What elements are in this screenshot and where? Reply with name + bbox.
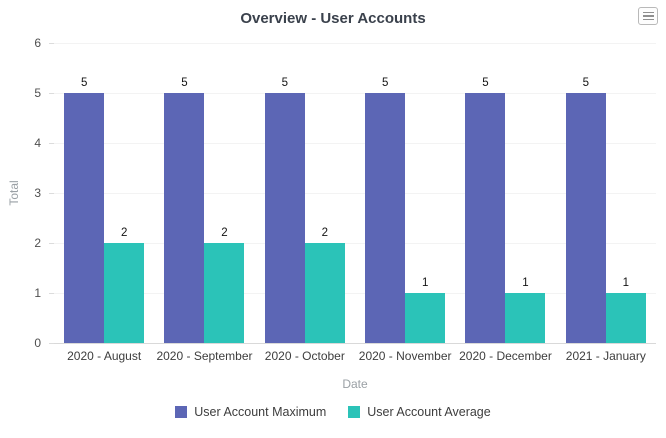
hamburger-menu-icon: [642, 11, 654, 14]
bar-user-account-maximum[interactable]: [164, 93, 205, 343]
bar-value-label: 5: [582, 76, 589, 89]
bar-column: 1: [405, 43, 446, 343]
bar-user-account-maximum[interactable]: [264, 93, 305, 343]
chart-menu-button[interactable]: [638, 7, 658, 25]
gridline: [54, 293, 656, 294]
y-axis: 0 1 2 3 4 5 6: [0, 37, 54, 349]
bar-value-label: 1: [522, 276, 529, 289]
y-tick-mark: [49, 93, 54, 94]
y-tick-label: 4: [34, 136, 41, 150]
x-axis-label: 2020 - October: [264, 349, 345, 363]
bar-column: 2: [204, 43, 245, 343]
x-axis-label: 2020 - September: [156, 349, 253, 363]
hamburger-menu-icon: [642, 18, 654, 21]
y-tick-mark: [49, 43, 54, 44]
bar-user-account-average[interactable]: [505, 293, 546, 343]
bar-value-label: 2: [120, 226, 128, 239]
x-axis-labels: 2020 - August 2020 - September 2020 - Octo…: [54, 349, 656, 363]
legend-item-user-account-average[interactable]: User Account Average: [348, 405, 491, 419]
x-axis-label: 2020 - November: [358, 349, 452, 363]
bar-value-label: 5: [482, 76, 489, 89]
y-tick-label: 1: [34, 286, 41, 300]
bar-column: 2: [304, 43, 345, 343]
bar-column: 5: [264, 43, 305, 343]
y-tick-mark: [49, 343, 54, 344]
bar-column: 5: [64, 43, 105, 343]
y-tick-mark: [49, 143, 54, 144]
y-tick-label: 5: [34, 86, 41, 100]
y-tick-mark: [49, 243, 54, 244]
bar-column: 2: [104, 43, 145, 343]
bar-user-account-average[interactable]: [405, 293, 446, 343]
y-tick-label: 3: [34, 186, 41, 200]
bar-user-account-average[interactable]: [304, 243, 345, 343]
bar-user-account-average[interactable]: [605, 293, 646, 343]
x-axis-label: 2020 - December: [459, 349, 552, 363]
legend-item-user-account-maximum[interactable]: User Account Maximum: [175, 405, 326, 419]
y-tick-mark: [49, 193, 54, 194]
y-tick-mark: [49, 293, 54, 294]
bar-column: 5: [164, 43, 205, 343]
gridline: [54, 93, 656, 94]
bar-user-account-maximum[interactable]: [465, 93, 506, 343]
y-tick-label: 6: [34, 36, 41, 50]
legend: User Account Maximum User Account Average: [0, 405, 666, 419]
bar-value-label: 2: [221, 226, 228, 239]
legend-swatch-icon: [348, 406, 361, 418]
y-tick-label: 0: [34, 336, 41, 350]
legend-label: User Account Maximum: [194, 405, 327, 419]
bar-user-account-maximum[interactable]: [565, 93, 606, 343]
gridline: [54, 243, 656, 244]
bar-column: 5: [465, 43, 506, 343]
bar-column: 1: [605, 43, 646, 343]
chart-title: Overview - User Accounts: [240, 10, 426, 27]
y-tick-label: 2: [34, 236, 41, 250]
bar-value-label: 5: [281, 76, 289, 89]
x-axis-label: 2021 - January: [565, 349, 646, 363]
bar-user-account-average[interactable]: [204, 243, 245, 343]
bar-user-account-maximum[interactable]: [365, 93, 406, 343]
hamburger-menu-icon: [642, 15, 654, 17]
bar-user-account-maximum[interactable]: [64, 93, 105, 343]
bar-user-account-average[interactable]: [104, 243, 145, 343]
legend-label: User Account Average: [367, 405, 491, 419]
bar-column: 5: [565, 43, 606, 343]
bar-value-label: 5: [80, 76, 88, 89]
bar-value-label: 5: [381, 76, 389, 89]
bar-value-label: 1: [622, 276, 629, 289]
legend-swatch-icon: [175, 406, 188, 418]
bar-value-label: 5: [181, 76, 188, 89]
bar-column: 1: [505, 43, 546, 343]
x-axis-label: 2020 - August: [67, 349, 142, 363]
bar-column: 5: [365, 43, 406, 343]
gridline: [54, 193, 656, 194]
gridline: [54, 143, 656, 144]
bar-value-label: 1: [421, 276, 429, 289]
bar-value-label: 2: [321, 226, 329, 239]
gridline: [54, 43, 656, 44]
x-axis-title: Date: [342, 377, 368, 391]
